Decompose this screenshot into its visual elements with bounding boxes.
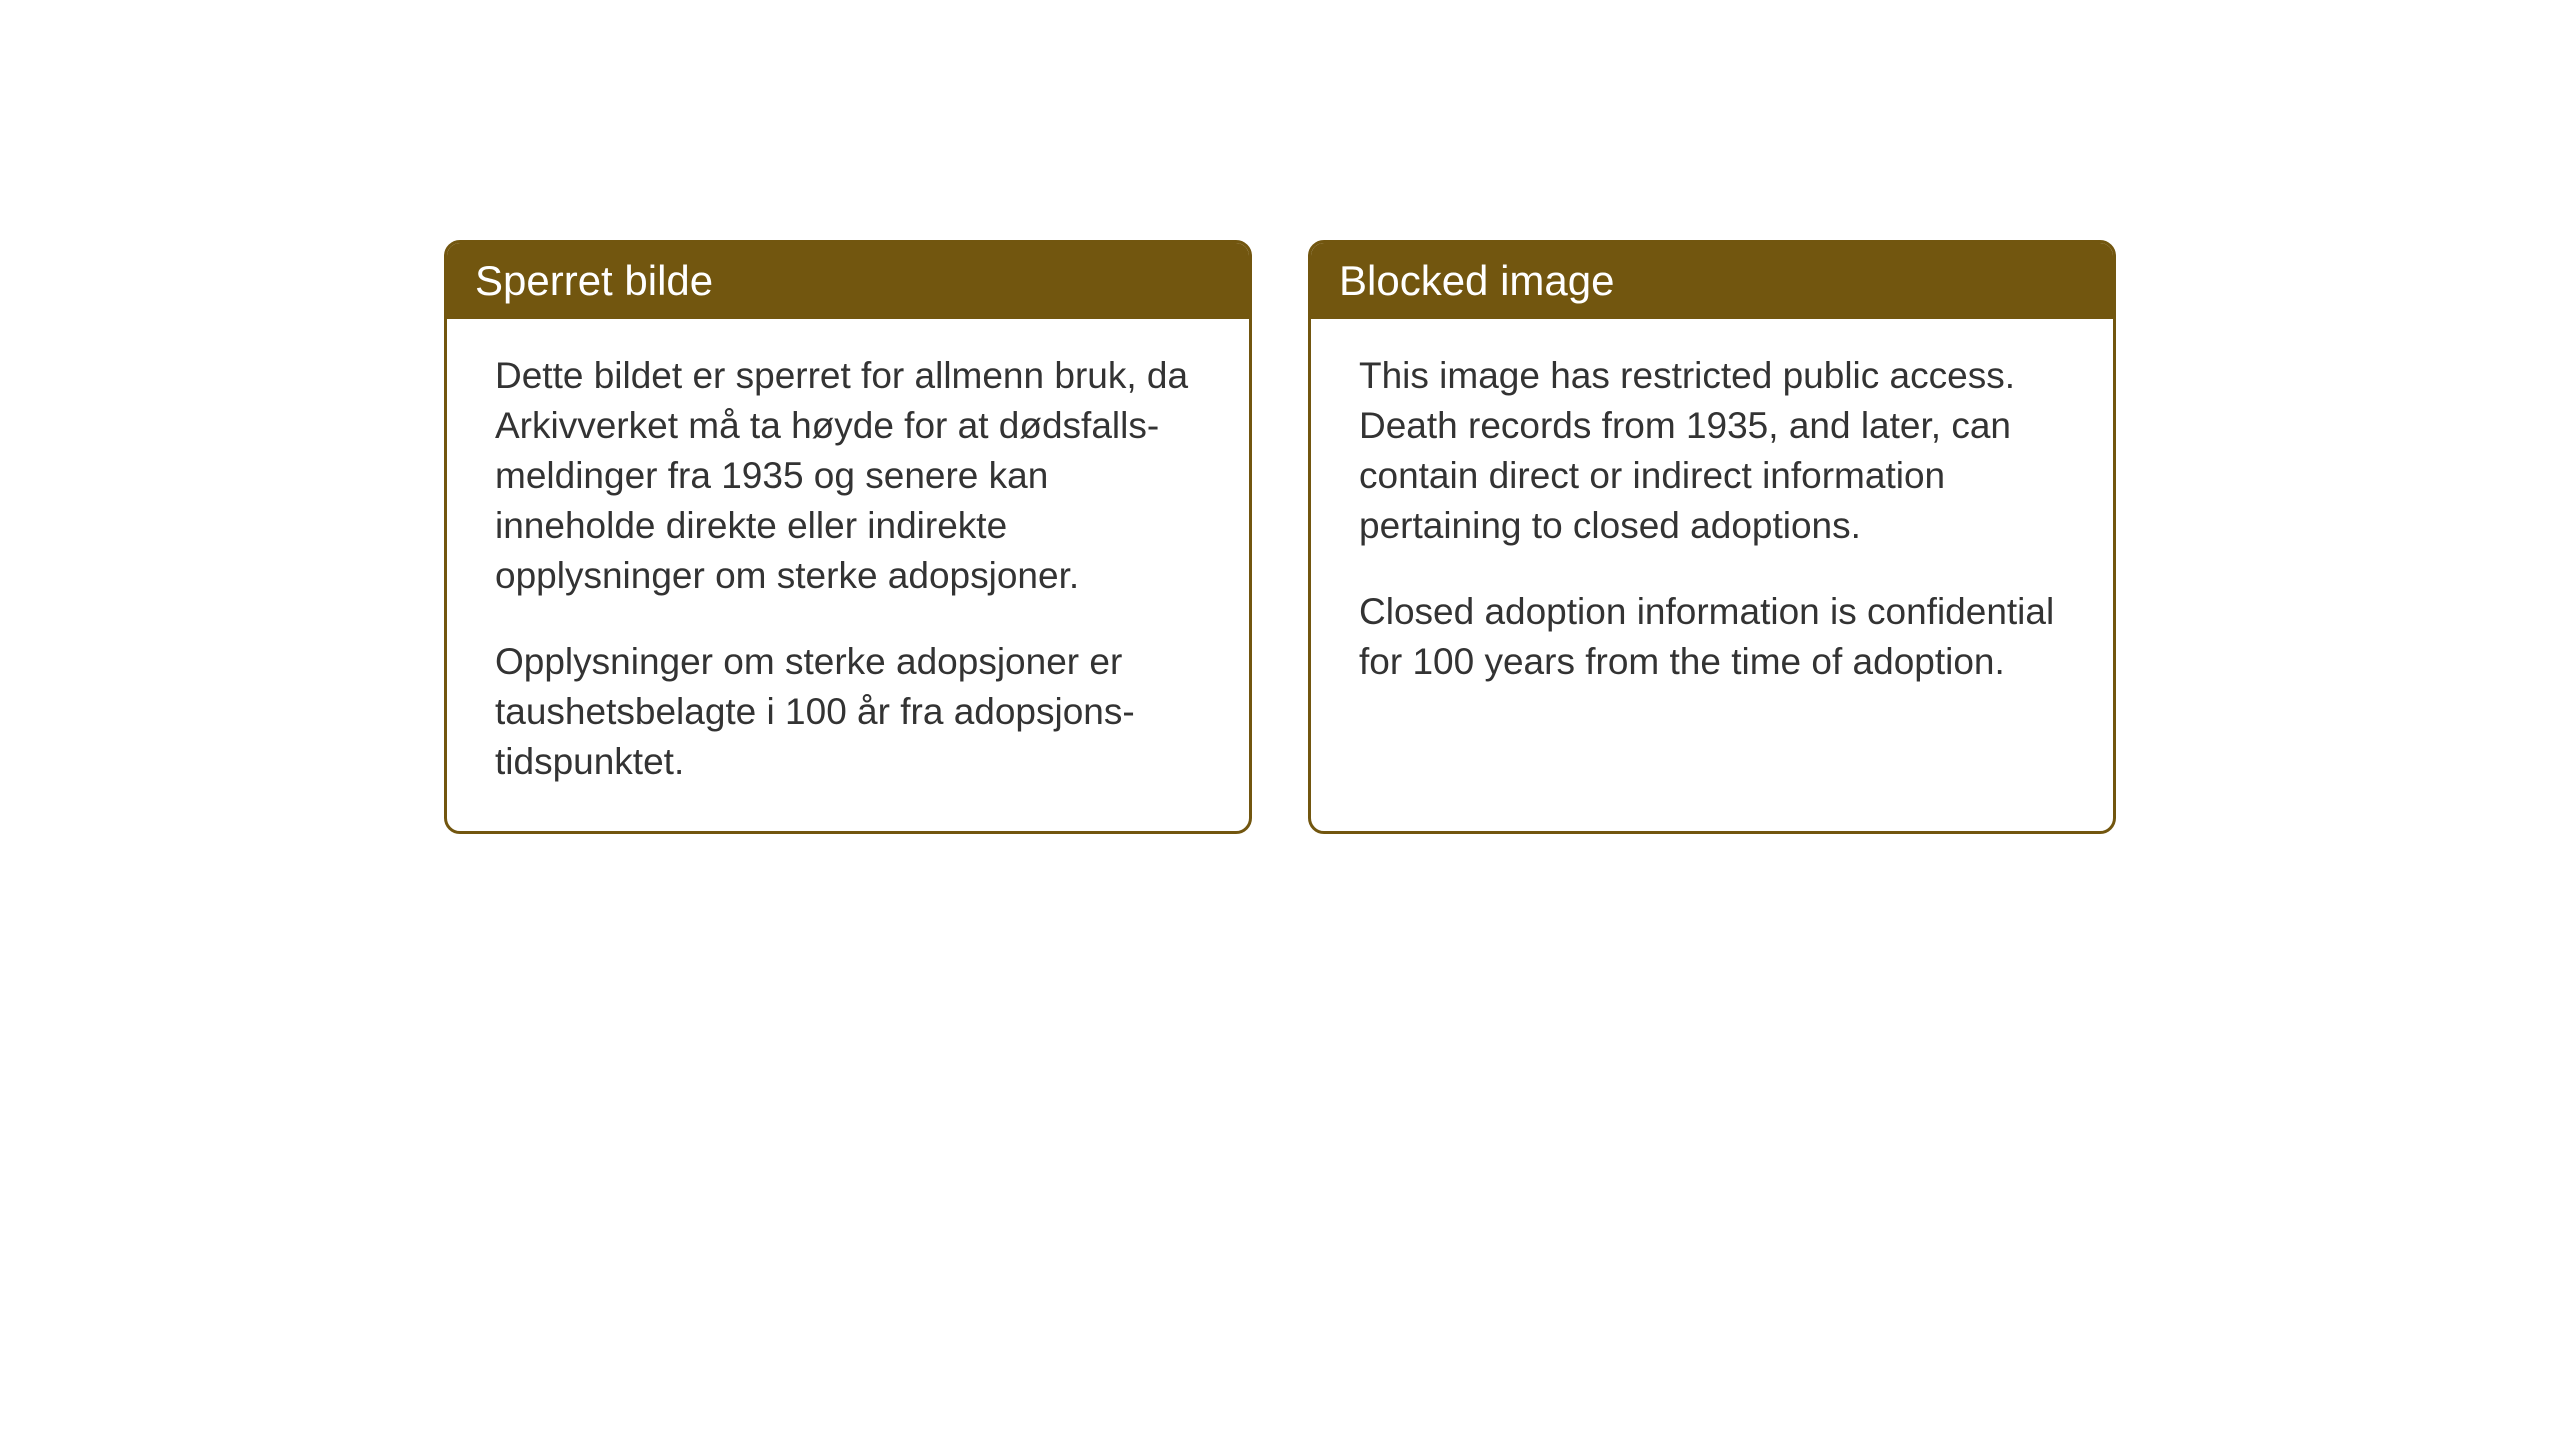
notice-cards-container: Sperret bilde Dette bildet er sperret fo… [444, 240, 2116, 834]
english-card-body: This image has restricted public access.… [1311, 319, 2113, 731]
norwegian-paragraph-1: Dette bildet er sperret for allmenn bruk… [495, 351, 1201, 601]
english-paragraph-2: Closed adoption information is confident… [1359, 587, 2065, 687]
english-card-title: Blocked image [1311, 243, 2113, 319]
english-notice-card: Blocked image This image has restricted … [1308, 240, 2116, 834]
english-paragraph-1: This image has restricted public access.… [1359, 351, 2065, 551]
norwegian-paragraph-2: Opplysninger om sterke adopsjoner er tau… [495, 637, 1201, 787]
norwegian-card-body: Dette bildet er sperret for allmenn bruk… [447, 319, 1249, 831]
norwegian-notice-card: Sperret bilde Dette bildet er sperret fo… [444, 240, 1252, 834]
norwegian-card-title: Sperret bilde [447, 243, 1249, 319]
